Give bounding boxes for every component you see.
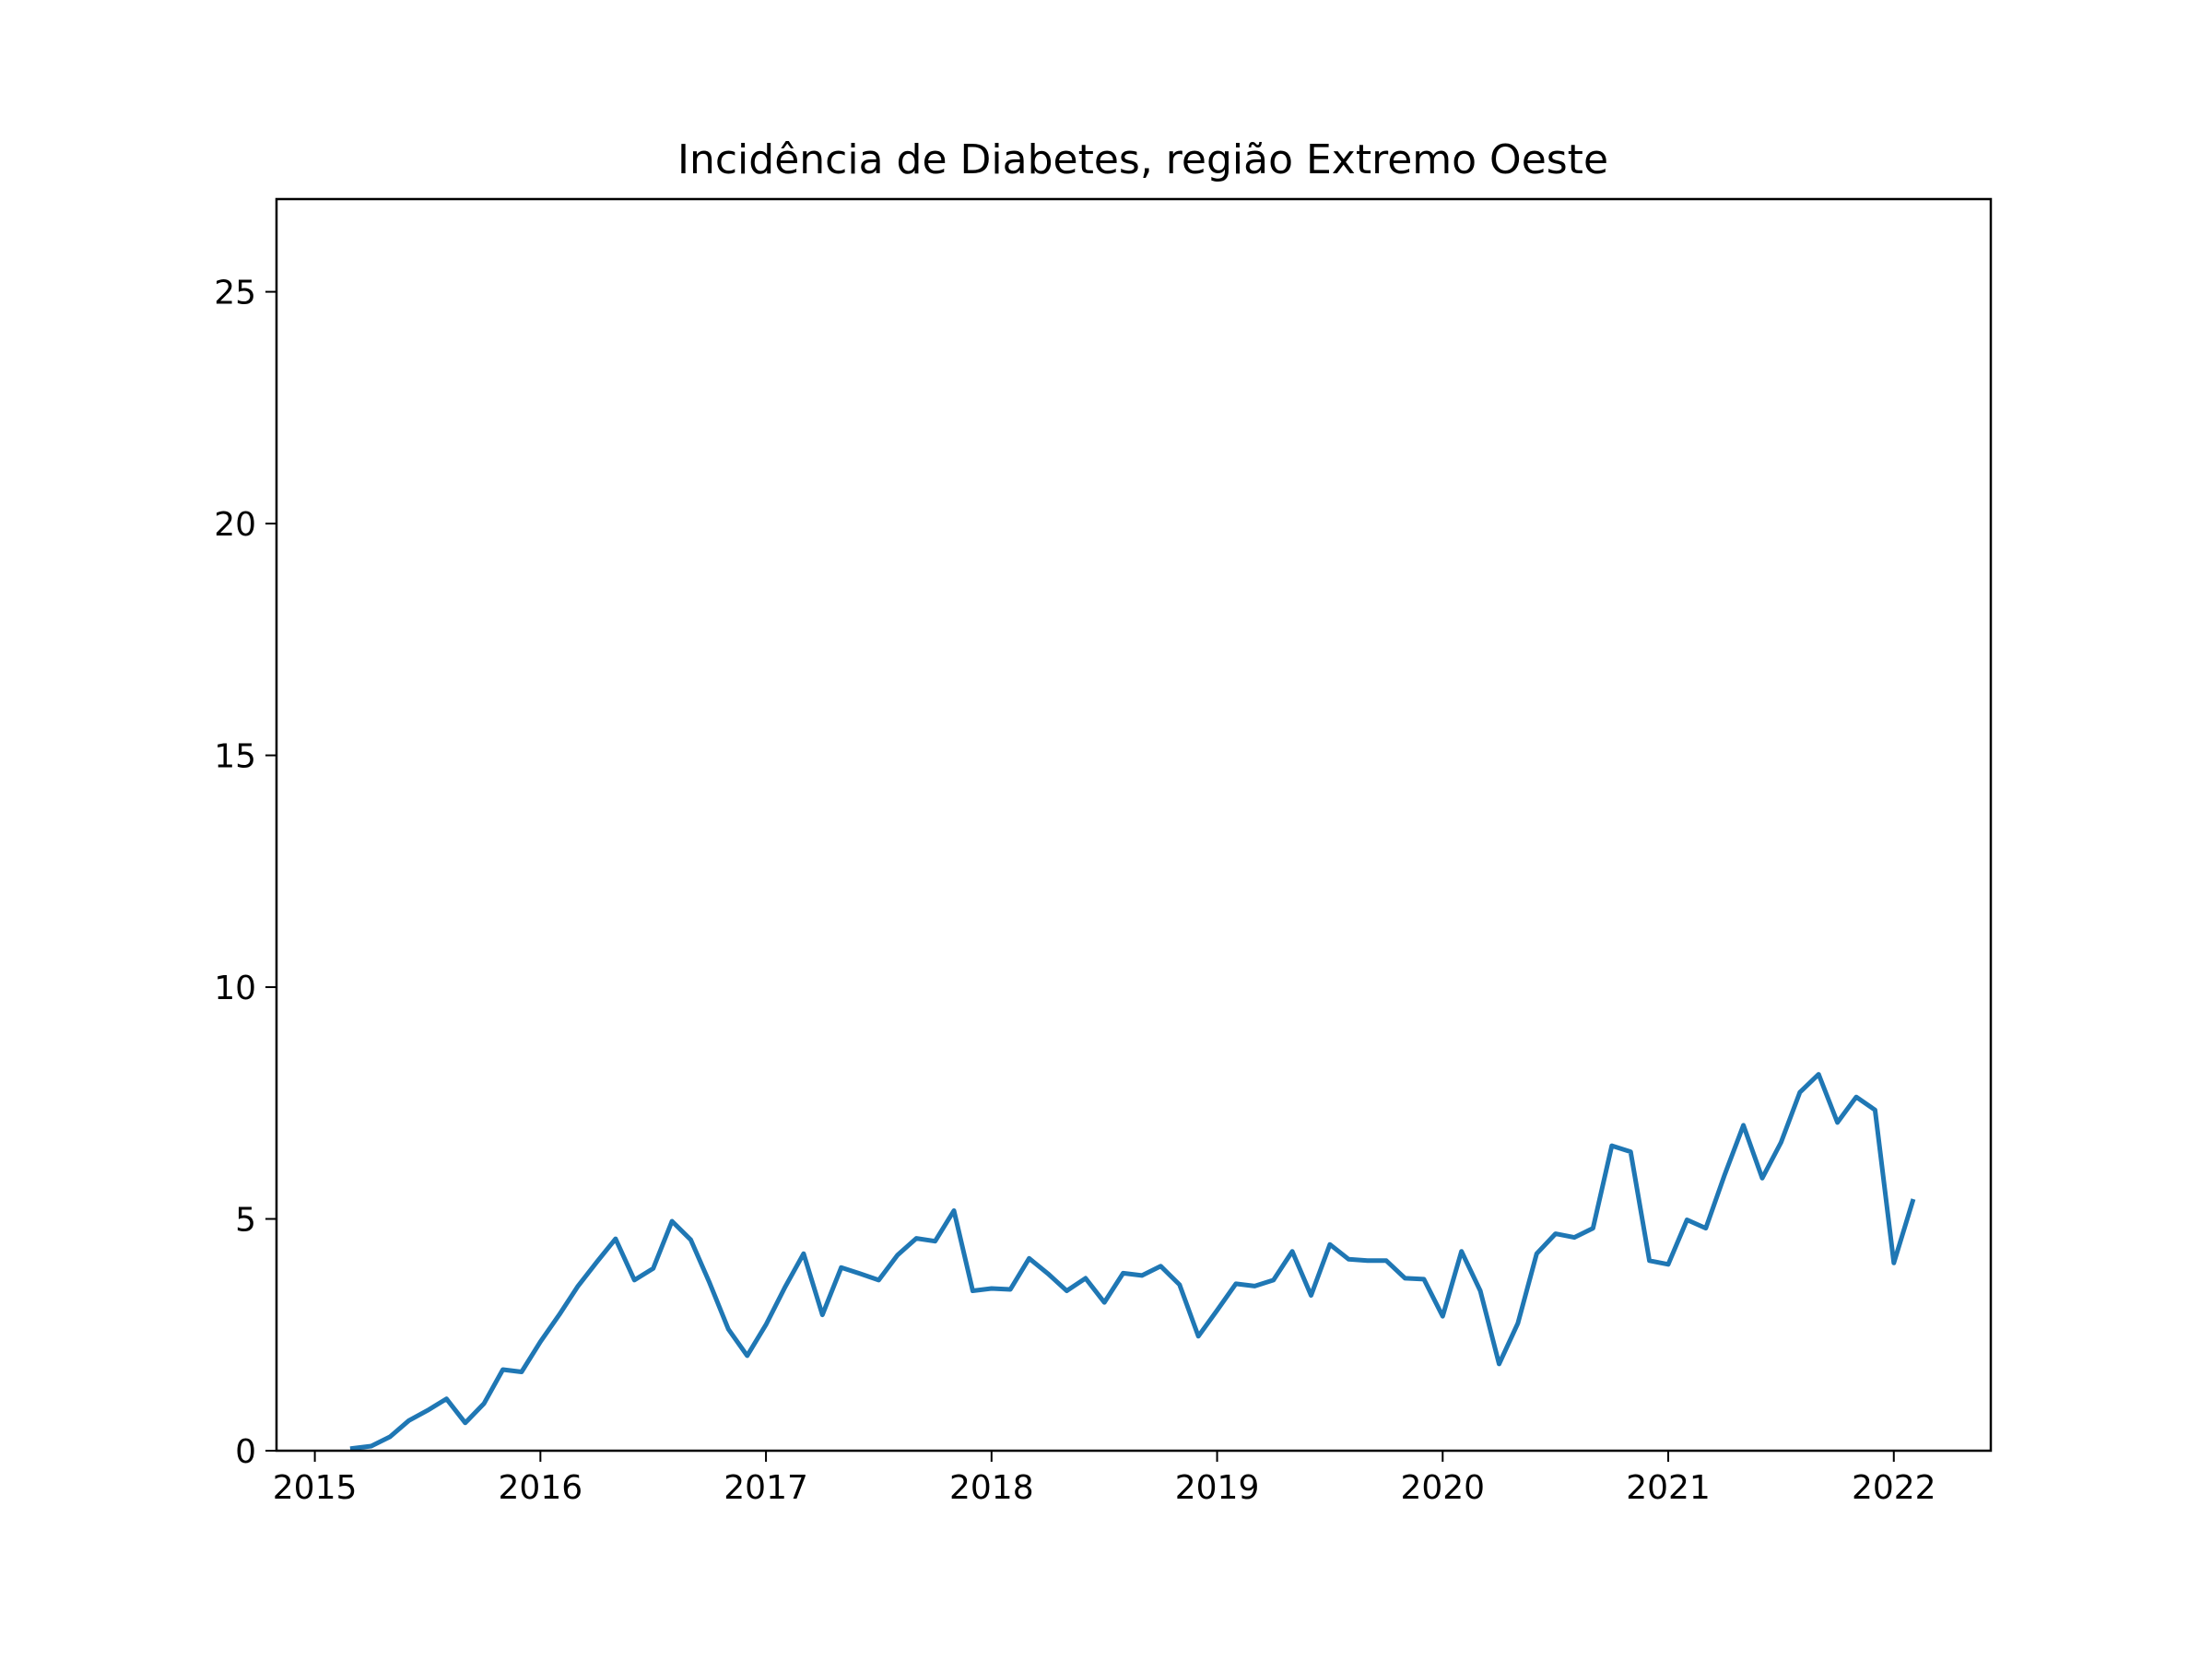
- chart-title: Incidência de Diabetes, região Extremo O…: [677, 136, 1608, 183]
- plot-frame: [275, 197, 1993, 1453]
- y-tick-label: 5: [235, 1202, 256, 1240]
- y-tick-label: 25: [214, 275, 256, 312]
- y-tick-label: 10: [214, 970, 256, 1007]
- x-tick-label: 2020: [1400, 1469, 1485, 1507]
- y-tick-label: 0: [235, 1433, 256, 1471]
- x-tick-label: 2019: [1175, 1469, 1260, 1507]
- y-axis-ticks: 0 5 10 15 20 25: [214, 275, 276, 1471]
- y-tick-label: 15: [214, 738, 256, 776]
- x-tick-label: 2016: [499, 1469, 583, 1507]
- x-tick-label: 2021: [1626, 1469, 1711, 1507]
- x-tick-label: 2018: [949, 1469, 1034, 1507]
- x-axis-ticks: 2015 2016 2017 2018 2019 2020 2021 2022: [273, 1451, 1936, 1507]
- x-tick-label: 2022: [1852, 1469, 1936, 1507]
- x-tick-label: 2015: [273, 1469, 358, 1507]
- series-line: [349, 1072, 1916, 1452]
- x-tick-label: 2017: [724, 1469, 808, 1507]
- y-tick-label: 20: [214, 506, 256, 544]
